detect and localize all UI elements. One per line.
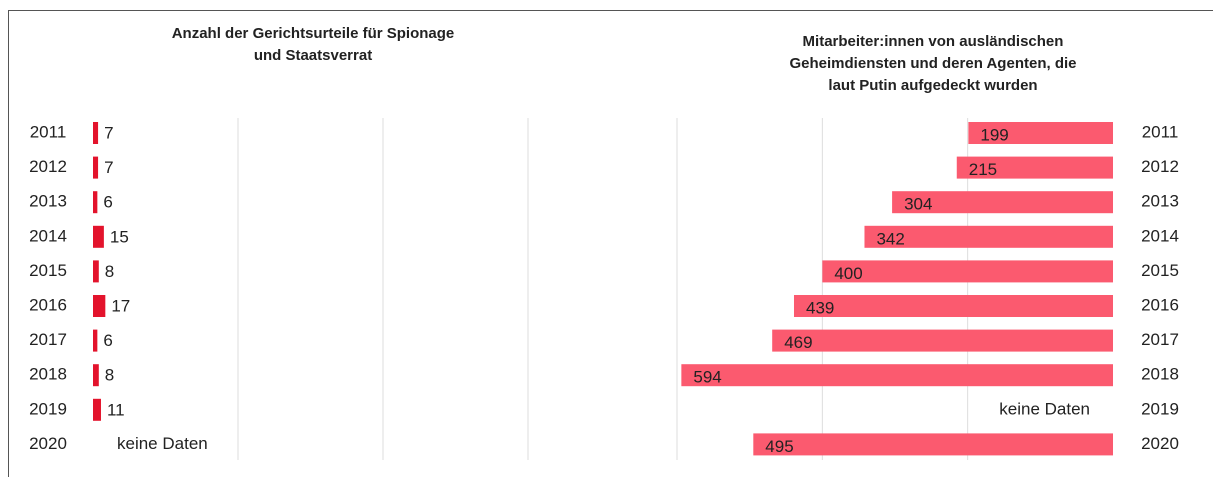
value-label: 11	[107, 400, 125, 419]
frame	[8, 10, 1213, 477]
y-tick-label: 2011	[1142, 122, 1179, 141]
bar	[93, 156, 99, 179]
value-label: 8	[105, 262, 114, 281]
value-label: 17	[111, 296, 130, 315]
y-tick-label: 2018	[1141, 365, 1179, 384]
y-tick-label: 2018	[29, 365, 67, 384]
value-label: 199	[980, 125, 1008, 144]
bar	[93, 398, 101, 421]
y-tick-label: 2017	[29, 330, 67, 349]
y-tick-label: 2012	[29, 157, 67, 176]
bar	[93, 329, 98, 352]
chart-title: und Staatsverrat	[254, 47, 372, 64]
value-label: 7	[104, 158, 113, 177]
bar	[968, 122, 1113, 144]
y-tick-label: 2015	[29, 261, 67, 280]
y-tick-label: 2014	[29, 226, 67, 245]
value-label: 495	[765, 437, 793, 456]
value-label: 215	[969, 160, 997, 179]
bar	[793, 295, 1113, 317]
value-label: 6	[103, 193, 112, 212]
value-label: 6	[103, 331, 112, 350]
bar	[892, 191, 1113, 214]
bar	[772, 329, 1113, 352]
annotation: keine Daten	[117, 434, 208, 453]
value-label: 400	[834, 264, 862, 283]
y-tick-label: 2020	[29, 434, 67, 453]
bar	[93, 260, 99, 283]
annotation: keine Daten	[999, 399, 1090, 418]
y-tick-label: 2016	[1141, 295, 1179, 314]
y-tick-label: 2017	[1141, 330, 1179, 349]
y-tick-label: 2013	[1141, 192, 1179, 211]
bar	[93, 225, 104, 248]
bar	[93, 191, 98, 214]
bar	[753, 433, 1113, 456]
value-label: 8	[105, 366, 114, 385]
y-tick-label: 2019	[29, 399, 67, 418]
value-label: 7	[104, 123, 113, 142]
y-tick-label: 2011	[30, 122, 67, 141]
y-tick-label: 2013	[29, 192, 67, 211]
y-tick-label: 2016	[29, 295, 67, 314]
bar	[93, 364, 99, 387]
y-tick-label: 2019	[1141, 399, 1179, 418]
bar	[681, 364, 1113, 387]
value-label: 594	[693, 368, 721, 387]
chart-title: Anzahl der Gerichtsurteile für Spionage	[172, 25, 455, 42]
y-tick-label: 2020	[1141, 434, 1179, 453]
chart-title: Mitarbeiter:innen von ausländischen	[803, 33, 1064, 50]
y-tick-label: 2012	[1141, 157, 1179, 176]
chart-title: laut Putin aufgedeckt wurden	[828, 77, 1037, 94]
value-label: 342	[876, 229, 904, 248]
value-label: 304	[904, 195, 932, 214]
value-label: 15	[110, 227, 129, 246]
y-tick-label: 2015	[1141, 261, 1179, 280]
y-tick-label: 2014	[1141, 226, 1179, 245]
bar	[93, 295, 106, 317]
bar	[956, 156, 1113, 179]
value-label: 439	[806, 298, 834, 317]
value-label: 469	[784, 333, 812, 352]
bar	[822, 260, 1113, 283]
chart-title: Geheimdiensten und deren Agenten, die	[790, 55, 1077, 72]
bar	[93, 122, 99, 144]
bar	[864, 225, 1113, 248]
